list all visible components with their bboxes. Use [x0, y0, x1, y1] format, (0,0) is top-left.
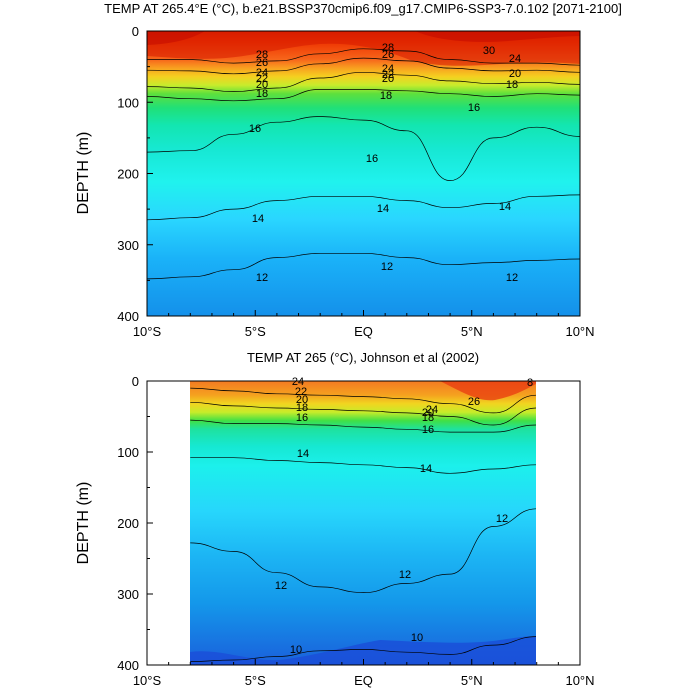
y-tick-label: 400 [117, 309, 139, 324]
contour-label: 18 [422, 412, 434, 424]
contour-region-bottom [190, 381, 536, 665]
isotherm-14 [147, 194, 580, 221]
y-tick-label: 200 [117, 516, 139, 531]
contour-label: 12 [256, 272, 268, 284]
contour-label: 12 [496, 513, 508, 525]
chart-title-top: TEMP AT 265.4°E (°C), b.e21.BSSP370cmip6… [104, 1, 622, 16]
x-tick-label: 10°S [133, 673, 162, 688]
x-tick-label: 5°N [461, 673, 483, 688]
isotherm-16 [147, 116, 580, 181]
contour-label: 24 [292, 376, 304, 388]
y-tick-label: 100 [117, 445, 139, 460]
data-region-bottom [190, 381, 536, 665]
contour-label: 14 [297, 448, 309, 460]
contour-label: 30 [483, 45, 495, 57]
panel-bottom: TEMP AT 265 (°C), Johnson et al (2002) 2… [75, 350, 595, 688]
y-tick-label: 0 [132, 24, 139, 39]
isotherm-12 [190, 508, 536, 593]
contour-labels-top: 2826242220181614122826242220181614123024… [249, 42, 521, 284]
contour-label: 24 [426, 404, 438, 416]
contour-label: 18 [256, 88, 268, 100]
contour-label: 16 [422, 424, 434, 436]
x-tick-label: 5°S [245, 324, 266, 339]
y-tick-label: 100 [117, 95, 139, 110]
isotherm-24 [147, 57, 580, 75]
contour-label: 12 [506, 272, 518, 284]
y-tick-label: 400 [117, 658, 139, 673]
y-tick-label: 0 [132, 374, 139, 389]
contour-label: 8 [527, 377, 533, 389]
contour-label: 20 [296, 394, 308, 406]
contour-label: 20 [256, 79, 268, 91]
contour-region-top [147, 31, 580, 280]
plot-background-top [147, 31, 580, 316]
contour-label: 16 [468, 102, 480, 114]
contour-label: 18 [296, 402, 308, 414]
contour-label: 12 [275, 580, 287, 592]
y-axis-label-top: DEPTH (m) [75, 132, 92, 215]
contour-label: 20 [509, 68, 521, 80]
y-tick-label: 200 [117, 167, 139, 182]
contour-label: 24 [256, 67, 268, 79]
x-tick-label: 5°S [245, 673, 266, 688]
y-tick-label: 300 [117, 587, 139, 602]
contour-label: 26 [468, 396, 480, 408]
contour-label: 16 [366, 153, 378, 165]
axis-ticks-bottom: 10°S 5°S EQ 5°N 10°N 0 100 200 300 400 [117, 374, 594, 688]
contour-label: 28 [382, 42, 394, 54]
chart-title-bottom: TEMP AT 265 (°C), Johnson et al (2002) [247, 350, 479, 365]
contour-label: 14 [499, 201, 511, 213]
contour-label: 12 [399, 569, 411, 581]
x-tick-label: 5°N [461, 324, 483, 339]
contour-label: 18 [380, 90, 392, 102]
isotherm-18 [147, 89, 580, 102]
contour-label: 24 [382, 63, 394, 75]
contour-label: 14 [377, 203, 389, 215]
panel-top: TEMP AT 265.4°E (°C), b.e21.BSSP370cmip6… [75, 1, 622, 339]
hot-core-top [147, 31, 580, 45]
x-tick-label: EQ [354, 673, 373, 688]
contour-label: 18 [506, 79, 518, 91]
x-tick-label: EQ [354, 324, 373, 339]
contour-label: 16 [296, 412, 308, 424]
x-tick-label: 10°N [565, 673, 594, 688]
isotherms-bottom [190, 387, 536, 662]
isotherm-20 [190, 401, 536, 426]
y-axis-label-bottom: DEPTH (m) [75, 482, 92, 565]
isotherm-14 [190, 457, 536, 474]
isotherm-28 [147, 48, 580, 66]
contour-label: 26 [256, 57, 268, 69]
contour-label: 24 [509, 53, 521, 65]
isotherms-top [147, 48, 580, 280]
contour-label: 14 [420, 463, 432, 475]
isotherm-20 [147, 71, 580, 92]
contour-label: 22 [295, 386, 307, 398]
contour-label: 26 [382, 49, 394, 61]
x-tick-label: 10°S [133, 324, 162, 339]
isotherm-12 [147, 252, 580, 280]
axis-ticks-top: 10°S 5°S EQ 5°N 10°N 0 100 200 300 400 [117, 24, 594, 339]
contour-label: 14 [252, 213, 264, 225]
warm-core-bottom [440, 381, 536, 401]
contour-label: 12 [381, 261, 393, 273]
isotherm-16 [190, 419, 536, 433]
x-tick-label: 10°N [565, 324, 594, 339]
isotherm-10 [190, 636, 536, 662]
contour-label: 22 [256, 73, 268, 85]
contour-label: 20 [382, 73, 394, 85]
isotherm-24 [190, 387, 536, 414]
y-tick-label: 300 [117, 238, 139, 253]
contour-label: 20 [422, 407, 434, 419]
contour-label: 28 [256, 49, 268, 61]
contour-label: 10 [411, 632, 423, 644]
deep-water-bottom [190, 636, 536, 665]
contour-label: 22 [382, 69, 394, 81]
contour-label: 16 [249, 123, 261, 135]
contour-label: 10 [290, 644, 302, 656]
